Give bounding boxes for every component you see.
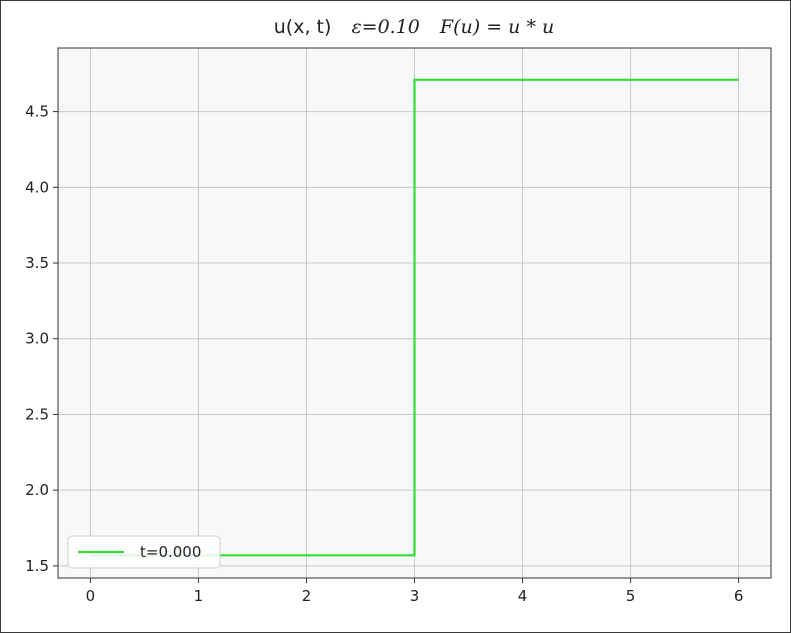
x-tick-label-5: 5 — [626, 587, 636, 605]
y-tick-label-0: 1.5 — [25, 557, 49, 575]
x-tick-label-3: 3 — [410, 587, 420, 605]
y-tick-label-5: 4.0 — [25, 178, 49, 196]
chart-title: u(x, t) ε=0.10 F(u) = u * u — [274, 16, 554, 38]
y-tick-label-6: 4.5 — [25, 103, 49, 121]
x-tick-label-1: 1 — [194, 587, 204, 605]
y-tick-label-4: 3.5 — [25, 254, 49, 272]
chart-title-epsilon: ε=0.10 — [351, 16, 419, 38]
x-tick-label-0: 0 — [86, 587, 96, 605]
y-axis: 1.5 2.0 2.5 3.0 3.5 4.0 4.5 — [25, 103, 58, 575]
y-tick-label-3: 3.0 — [25, 330, 49, 348]
chart-title-flux: F(u) = u * u — [439, 16, 554, 38]
legend: t=0.000 — [67, 535, 221, 569]
x-tick-label-2: 2 — [302, 587, 312, 605]
x-tick-label-6: 6 — [734, 587, 744, 605]
legend-label: t=0.000 — [140, 543, 201, 561]
y-tick-label-2: 2.5 — [25, 405, 49, 423]
series-line-0 — [90, 78, 739, 557]
chart-title-prefix: u(x, t) — [274, 16, 332, 38]
y-tick-label-1: 2.0 — [25, 481, 49, 499]
x-tick-label-4: 4 — [518, 587, 528, 605]
series-layer — [90, 78, 739, 557]
legend-box — [67, 535, 221, 569]
x-axis: 0 1 2 3 4 5 6 — [86, 578, 744, 605]
